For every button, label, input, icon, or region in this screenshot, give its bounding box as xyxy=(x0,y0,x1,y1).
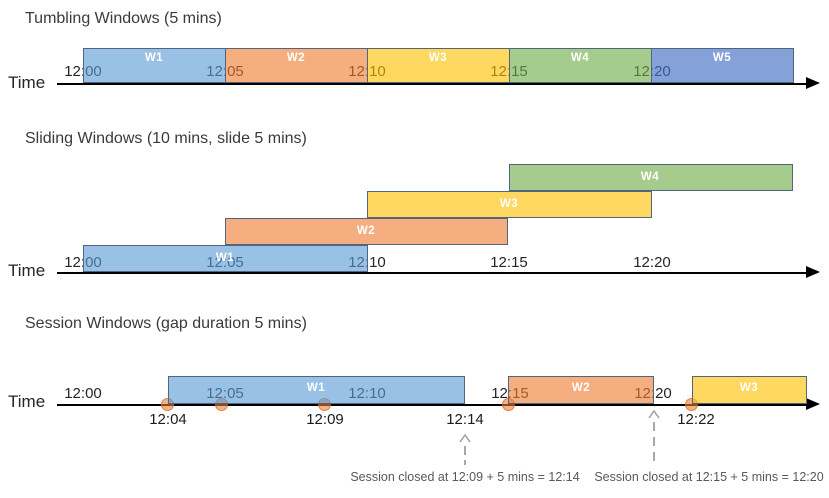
session-close-arrow-icon xyxy=(648,409,660,465)
time-axis-label: Time xyxy=(8,392,46,411)
window-label: W3 xyxy=(739,382,759,394)
event-time-label: 12:14 xyxy=(446,411,484,428)
window-label: W2 xyxy=(571,382,591,394)
time-axis-arrowhead-icon xyxy=(806,398,820,410)
window-label: W3 xyxy=(499,198,519,210)
session-close-arrow-icon xyxy=(459,433,471,465)
window-box-w2 xyxy=(508,376,654,404)
window-box-w1 xyxy=(83,48,226,83)
window-box-w1 xyxy=(83,245,368,272)
window-box-w4 xyxy=(509,48,652,83)
time-axis-arrowhead-icon xyxy=(806,77,820,89)
window-label: W1 xyxy=(306,382,326,394)
session-close-annotation: Session closed at 12:15 + 5 mins = 12:20 xyxy=(594,470,824,484)
time-axis-arrowhead-icon xyxy=(806,266,820,278)
window-box-w2 xyxy=(225,218,508,245)
window-box-w3 xyxy=(692,376,807,404)
session-close-annotation: Session closed at 12:09 + 5 mins = 12:14 xyxy=(350,470,580,484)
window-box-w1 xyxy=(168,376,465,404)
time-axis-label: Time xyxy=(8,73,46,92)
window-label: W2 xyxy=(356,225,376,237)
window-box-w3 xyxy=(367,48,510,83)
time-tick-label: 12:20 xyxy=(633,254,671,271)
window-label: W4 xyxy=(640,171,660,183)
window-label: W2 xyxy=(286,52,306,64)
window-box-w3 xyxy=(367,191,652,218)
session-section-title: Session Windows (gap duration 5 mins) xyxy=(25,315,307,332)
event-time-label: 12:04 xyxy=(149,411,187,428)
sliding-section-title: Sliding Windows (10 mins, slide 5 mins) xyxy=(25,130,307,147)
window-label: W1 xyxy=(215,252,235,264)
window-box-w4 xyxy=(509,164,793,191)
tumbling-section-title: Tumbling Windows (5 mins) xyxy=(25,10,222,27)
window-label: W1 xyxy=(144,52,164,64)
window-box-w5 xyxy=(651,48,794,83)
time-tick-label: 12:00 xyxy=(64,385,102,402)
time-axis-line xyxy=(57,272,807,274)
time-axis-label: Time xyxy=(8,261,46,280)
window-box-w2 xyxy=(225,48,368,83)
window-label: W5 xyxy=(712,52,732,64)
window-label: W3 xyxy=(428,52,448,64)
event-time-label: 12:09 xyxy=(306,411,344,428)
time-axis-line xyxy=(57,404,807,406)
time-axis-line xyxy=(57,83,807,85)
window-label: W4 xyxy=(570,52,590,64)
event-time-label: 12:22 xyxy=(677,411,715,428)
time-tick-label: 12:15 xyxy=(490,254,528,271)
